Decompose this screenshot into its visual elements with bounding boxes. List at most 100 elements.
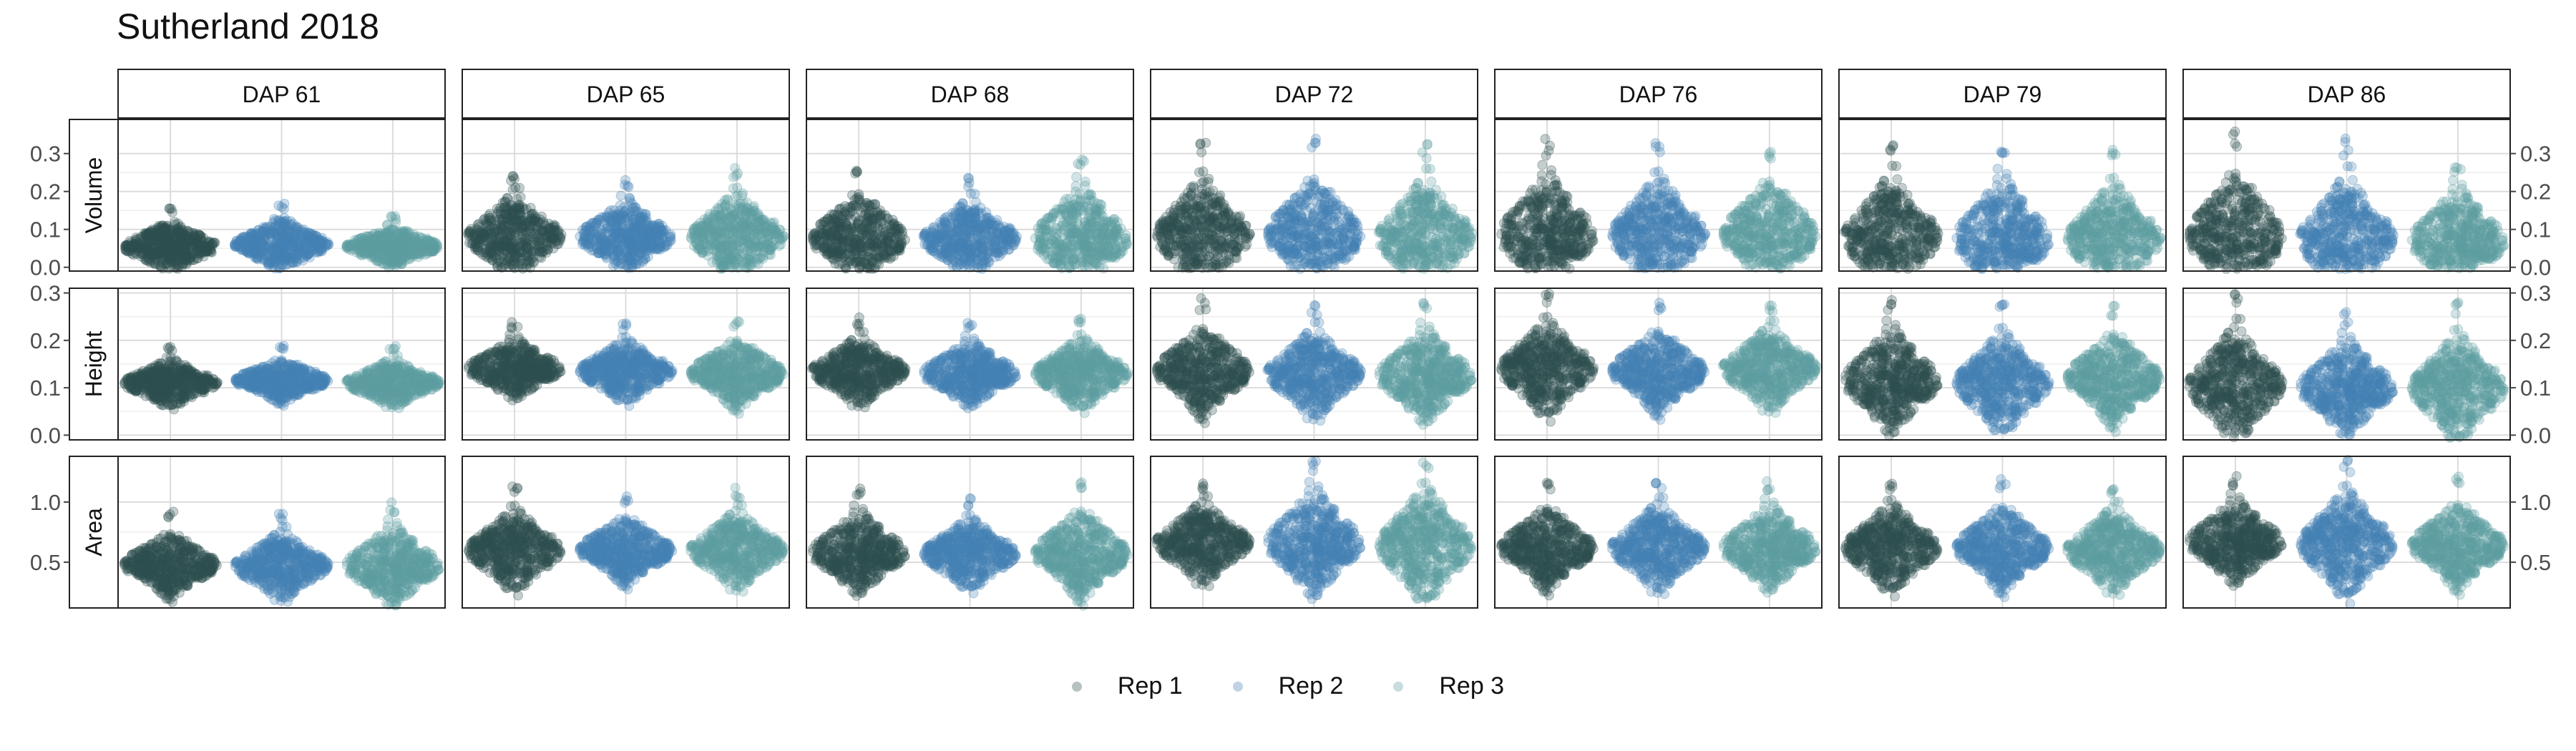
facet-strip-label: DAP 72 (1275, 82, 1354, 107)
data-point-rep-2 (929, 239, 940, 250)
data-point-rep-3 (1033, 240, 1043, 251)
facet-strip-label: DAP 65 (587, 82, 665, 107)
data-point-rep-1 (198, 232, 209, 243)
data-point-rep-3 (382, 220, 393, 230)
facet-strip-5 (1838, 69, 2167, 119)
data-point-rep-2 (992, 248, 1003, 259)
data-point-rep-1 (825, 229, 836, 240)
data-point-rep-1 (146, 257, 157, 268)
data-point-rep-3 (1043, 212, 1054, 223)
data-point-rep-2 (953, 225, 964, 236)
data-point-rep-1 (177, 241, 187, 252)
data-point-rep-2 (620, 206, 630, 217)
data-point-rep-1 (537, 211, 547, 222)
facet-strip-0 (117, 69, 446, 119)
data-point-rep-3 (718, 261, 728, 272)
data-point-rep-1 (131, 249, 142, 260)
data-point-rep-1 (179, 238, 190, 249)
data-point-rep-1 (159, 241, 170, 252)
data-point-rep-2 (968, 242, 979, 253)
data-point-rep-1 (895, 230, 906, 241)
data-point-rep-1 (151, 248, 162, 259)
data-point-rep-2 (952, 252, 962, 262)
data-point-rep-3 (406, 242, 417, 253)
data-point-rep-3 (1050, 232, 1061, 243)
data-point-rep-1 (192, 237, 203, 247)
data-point-rep-2 (615, 190, 626, 201)
row-strip-label: Volume (81, 157, 107, 234)
data-point-rep-1 (166, 204, 177, 215)
data-point-rep-1 (507, 171, 518, 182)
facet-strip-label: DAP 76 (1619, 82, 1698, 107)
data-point-rep-3 (370, 253, 381, 264)
data-point-rep-2 (620, 180, 630, 190)
data-point-rep-3 (1097, 227, 1108, 238)
data-point-rep-1 (175, 222, 185, 233)
data-point-rep-1 (200, 245, 211, 255)
data-point-rep-2 (311, 231, 322, 242)
data-point-rep-1 (889, 245, 899, 255)
data-point-rep-1 (149, 235, 160, 245)
facet-strip-6 (2182, 69, 2511, 119)
facet-strip-4 (1494, 69, 1823, 119)
data-point-rep-1 (485, 242, 496, 252)
data-point-rep-1 (167, 235, 177, 246)
data-point-rep-1 (514, 202, 525, 213)
data-point-rep-3 (688, 226, 699, 237)
data-point-rep-2 (620, 225, 631, 235)
row-strip-0 (69, 119, 119, 272)
data-point-rep-1 (196, 236, 207, 247)
data-point-rep-3 (396, 259, 407, 270)
data-point-rep-1 (125, 236, 135, 247)
data-point-rep-1 (172, 238, 182, 249)
row-strip-1 (69, 288, 119, 441)
data-point-rep-2 (303, 237, 314, 248)
row-strip-2 (69, 456, 119, 609)
data-point-rep-1 (122, 240, 132, 251)
data-point-rep-2 (620, 215, 630, 226)
data-point-rep-1 (862, 236, 872, 247)
data-point-rep-1 (512, 241, 523, 252)
data-point-rep-2 (965, 252, 976, 262)
data-point-rep-3 (371, 233, 381, 244)
data-point-rep-1 (874, 210, 885, 221)
data-point-rep-1 (140, 228, 150, 239)
data-point-rep-1 (512, 194, 522, 205)
data-point-rep-1 (145, 228, 156, 239)
data-point-rep-2 (1002, 235, 1013, 245)
data-point-rep-2 (984, 257, 995, 267)
data-point-rep-2 (940, 242, 951, 253)
data-point-rep-1 (181, 239, 192, 250)
data-point-rep-1 (155, 262, 166, 273)
data-point-rep-2 (919, 232, 930, 243)
data-point-rep-3 (1071, 172, 1082, 182)
data-point-rep-2 (252, 252, 263, 263)
data-point-rep-1 (1198, 166, 1209, 177)
data-point-rep-2 (963, 172, 974, 183)
data-point-rep-1 (172, 259, 182, 270)
data-point-rep-1 (154, 237, 165, 247)
data-point-rep-1 (193, 237, 204, 247)
data-point-rep-1 (189, 230, 200, 240)
data-point-rep-1 (546, 233, 557, 244)
data-point-rep-2 (587, 217, 598, 228)
data-point-rep-3 (389, 246, 399, 257)
facet-strip-2 (806, 69, 1134, 119)
data-point-rep-2 (976, 243, 987, 254)
data-point-rep-1 (173, 237, 184, 248)
data-point-rep-1 (192, 235, 203, 245)
data-point-rep-1 (521, 242, 532, 252)
data-point-rep-2 (275, 236, 286, 247)
data-point-rep-1 (478, 215, 489, 225)
data-point-rep-2 (642, 227, 653, 238)
facet-strip-label: DAP 79 (1963, 82, 2042, 107)
data-point-rep-3 (1090, 205, 1101, 216)
data-point-rep-3 (779, 231, 789, 242)
data-point-rep-3 (728, 172, 739, 182)
data-point-rep-2 (937, 232, 947, 242)
data-point-rep-1 (158, 235, 169, 246)
data-point-rep-1 (187, 248, 197, 259)
data-point-rep-3 (767, 222, 778, 233)
data-point-rep-1 (815, 225, 826, 235)
data-point-rep-1 (177, 249, 188, 260)
